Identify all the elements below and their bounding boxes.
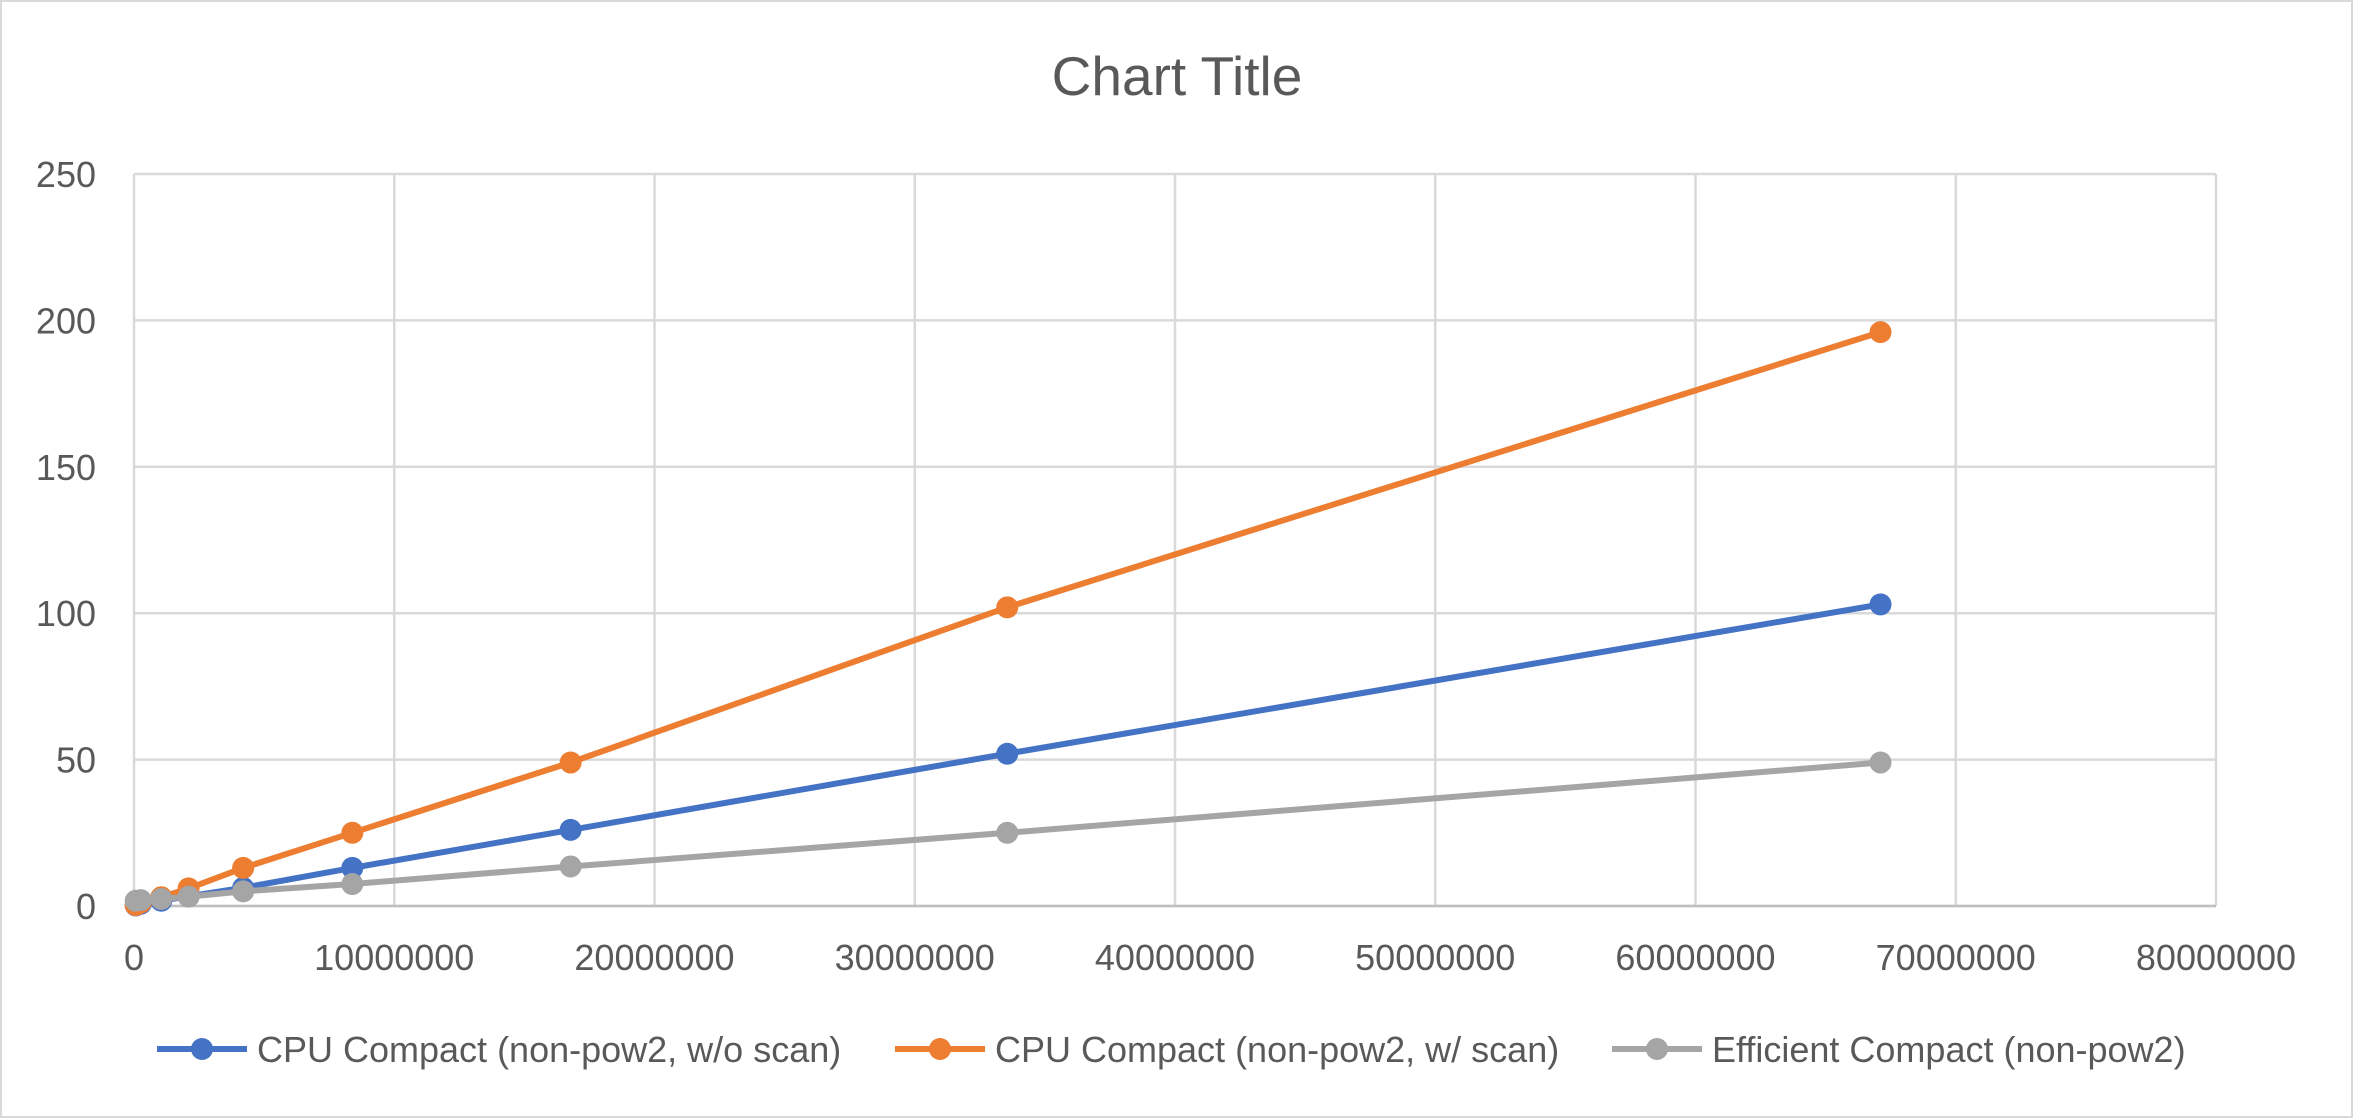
- grid: [132, 172, 2218, 908]
- series-1: [124, 593, 1892, 917]
- legend-marker-swatch: [191, 1038, 213, 1060]
- data-point: [341, 821, 364, 844]
- y-tick-label: 200: [36, 300, 96, 341]
- chart-title: Chart Title: [1052, 45, 1303, 107]
- x-tick-label: 0: [124, 937, 144, 978]
- data-point: [232, 880, 255, 903]
- x-tick-label: 20000000: [574, 937, 734, 978]
- data-point: [996, 821, 1019, 844]
- data-point: [341, 856, 364, 879]
- legend-marker-swatch: [1646, 1038, 1668, 1060]
- data-point: [129, 889, 152, 912]
- series-3: [124, 751, 1892, 912]
- legend-marker-swatch: [929, 1038, 951, 1060]
- data-point: [559, 818, 582, 841]
- data-point: [177, 885, 200, 908]
- legend-item-1: CPU Compact (non-pow2, w/o scan): [157, 1029, 841, 1070]
- x-tick-label: 70000000: [1876, 937, 2036, 978]
- data-point: [996, 742, 1019, 765]
- y-tick-label: 150: [36, 447, 96, 488]
- series: [124, 321, 1892, 917]
- data-point: [232, 856, 255, 879]
- legend-label: CPU Compact (non-pow2, w/o scan): [257, 1029, 841, 1070]
- y-tick-label: 250: [36, 154, 96, 195]
- data-point: [559, 855, 582, 878]
- legend-label: Efficient Compact (non-pow2): [1712, 1029, 2186, 1070]
- data-point: [1869, 321, 1892, 344]
- data-point: [1869, 751, 1892, 774]
- legend-item-2: CPU Compact (non-pow2, w/ scan): [895, 1029, 1559, 1070]
- data-point: [1869, 593, 1892, 616]
- data-point: [150, 887, 173, 910]
- data-point: [559, 751, 582, 774]
- x-tick-label: 10000000: [314, 937, 474, 978]
- data-point: [341, 873, 364, 896]
- x-tick-label: 80000000: [2136, 937, 2296, 978]
- x-tick-label: 40000000: [1095, 937, 1255, 978]
- x-tick-label: 60000000: [1615, 937, 1775, 978]
- axes: 0 10000000 20000000 30000000 40000000 5000000…: [36, 154, 2296, 978]
- legend-item-3: Efficient Compact (non-pow2): [1612, 1029, 2186, 1070]
- x-tick-label: 30000000: [835, 937, 995, 978]
- data-point: [996, 596, 1019, 619]
- y-tick-label: 0: [76, 886, 96, 927]
- x-tick-label: 50000000: [1355, 937, 1515, 978]
- series-line: [132, 329, 1884, 909]
- y-tick-label: 100: [36, 593, 96, 634]
- legend: CPU Compact (non-pow2, w/o scan) CPU Comp…: [157, 1029, 2186, 1070]
- legend-label: CPU Compact (non-pow2, w/ scan): [995, 1029, 1559, 1070]
- y-tick-label: 50: [56, 740, 96, 781]
